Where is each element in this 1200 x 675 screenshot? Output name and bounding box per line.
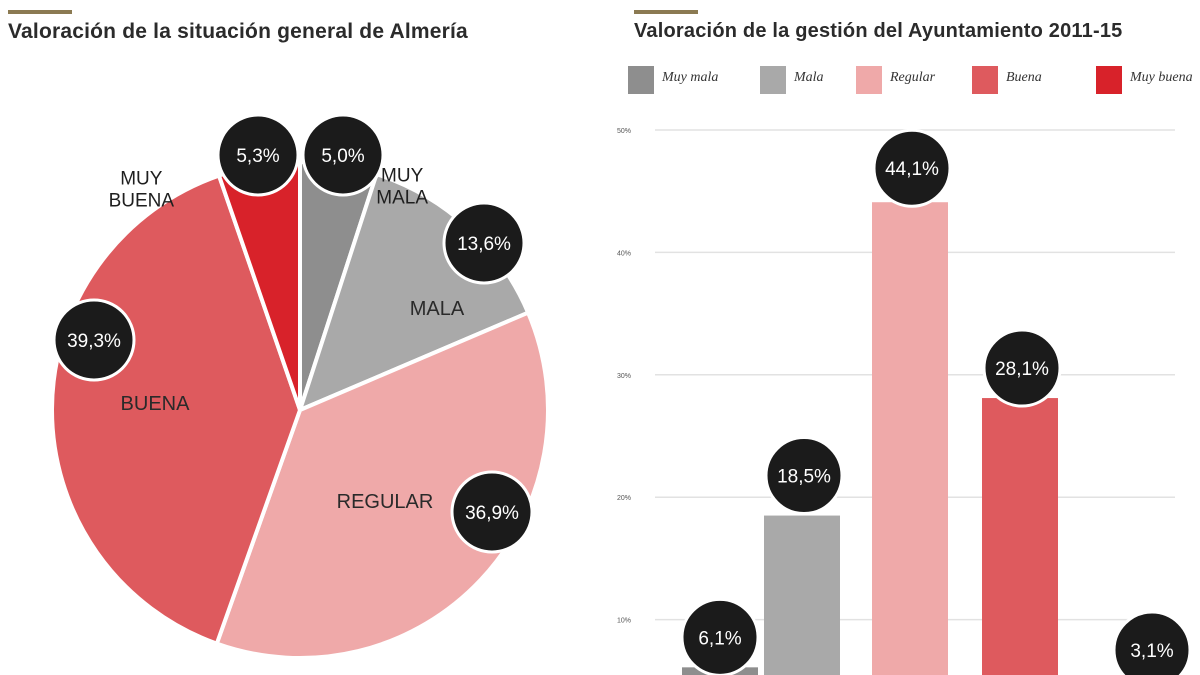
legend-label: Buena — [1006, 70, 1042, 85]
legend-swatch — [856, 66, 882, 94]
pie-value-label: 5,3% — [236, 146, 279, 167]
pie-label-regular: REGULAR — [337, 491, 434, 513]
bar-value-label: 44,1% — [885, 159, 939, 180]
y-tick-label: 10% — [617, 618, 631, 625]
y-tick-label: 50% — [617, 128, 631, 135]
bar-value-badge — [982, 328, 1062, 408]
bar-chart-legend: Muy mala Mala Regular Buena Muy buena — [600, 64, 1200, 104]
pie-label-muy-buena: MUY BUENA — [109, 168, 175, 211]
legend-label: Muy mala — [662, 70, 719, 85]
bar-buena — [982, 398, 1058, 675]
pie-value-badge — [450, 470, 534, 554]
legend-swatch — [760, 66, 786, 94]
bar-chart-title: Valoración de la gestión del Ayuntamient… — [634, 20, 1123, 42]
legend-label: Muy buena — [1130, 70, 1193, 85]
pie-label-mala: MALA — [410, 298, 465, 320]
pie-value-badge — [216, 113, 300, 197]
legend-swatch — [628, 66, 654, 94]
pie-slice-buena — [50, 173, 303, 647]
pie-value-label: 5,0% — [321, 146, 364, 167]
title-accent-bar — [8, 10, 72, 14]
bar-chart: 10% 20% 30% 40% 50% 6,1% 18,5% 44,1% 28,1% 3,1% — [617, 128, 1192, 675]
legend-label: Regular — [890, 70, 936, 85]
title-accent-bar — [634, 10, 698, 14]
bar-value-badge — [680, 597, 760, 675]
pie-value-badge — [301, 113, 385, 197]
bar-value-label: 28,1% — [995, 359, 1049, 380]
y-tick-label: 30% — [617, 373, 631, 380]
bar-value-badge — [872, 128, 952, 208]
legend-swatch — [1096, 66, 1122, 94]
bar-mala — [764, 515, 840, 675]
pie-slice-regular — [214, 310, 550, 660]
pie-label-muy-mala: MUY MALA — [376, 166, 428, 209]
pie-chart: MUY MALA 5,0% MALA 13,6% REGULAR 36,9% BUENA 39,… — [50, 113, 550, 660]
y-tick-label: 40% — [617, 250, 631, 257]
bar-value-badge — [1112, 610, 1192, 675]
bar-chart-panel: Valoración de la gestión del Ayuntamient… — [600, 0, 1200, 675]
pie-label-buena: BUENA — [121, 393, 191, 415]
legend-swatch — [972, 66, 998, 94]
bar-value-label: 3,1% — [1130, 641, 1173, 662]
bar-value-label: 6,1% — [698, 628, 741, 649]
pie-chart-title: Valoración de la situación general de Al… — [8, 20, 468, 43]
pie-value-badge — [442, 201, 526, 285]
pie-value-label: 36,9% — [465, 503, 519, 524]
pie-value-label: 39,3% — [67, 331, 121, 352]
pie-value-label: 13,6% — [457, 234, 511, 255]
legend-label: Mala — [794, 70, 824, 85]
y-tick-label: 20% — [617, 495, 631, 502]
pie-chart-panel: Valoración de la situación general de Al… — [0, 0, 570, 675]
bar-regular — [872, 202, 948, 675]
pie-value-badge — [52, 298, 136, 382]
bar-value-badge — [764, 436, 844, 516]
bar-value-label: 18,5% — [777, 467, 831, 488]
